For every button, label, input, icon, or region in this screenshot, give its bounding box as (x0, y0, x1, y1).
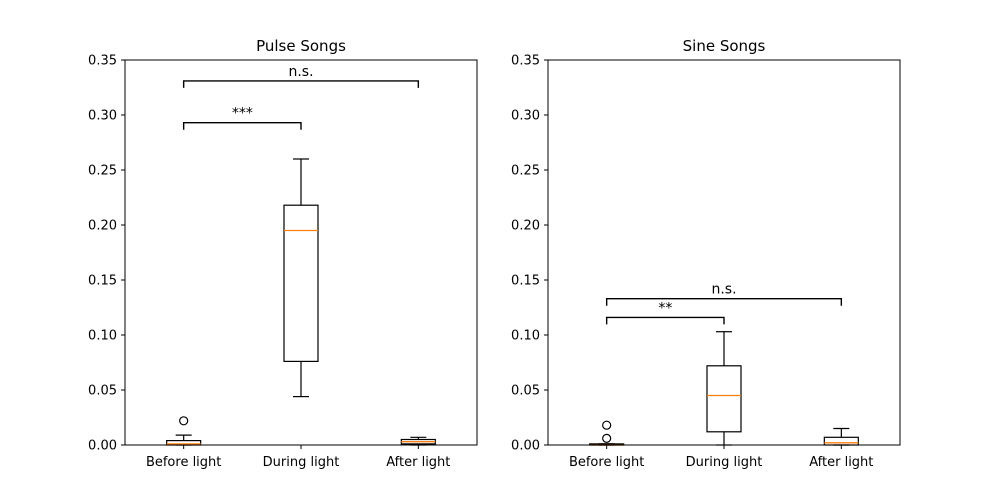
x-tick-label: During light (686, 455, 763, 470)
axes-frame (124, 59, 478, 446)
y-tick-label: 0.20 (511, 219, 540, 234)
y-tick-label: 0.15 (88, 274, 117, 289)
x-tick-label: After light (386, 455, 450, 470)
y-tick-label: 0.10 (511, 329, 540, 344)
y-tick-label: 0.05 (88, 384, 117, 399)
significance-label: n.s. (711, 282, 736, 298)
box-plot (706, 331, 742, 446)
box-iqr (283, 204, 319, 362)
outlier-point (179, 416, 189, 426)
y-tick-label: 0.30 (88, 109, 117, 124)
y-tick-label: 0.05 (511, 384, 540, 399)
y-tick-label: 0.30 (511, 109, 540, 124)
y-tick-label: 0.25 (88, 164, 117, 179)
significance-bracket (182, 122, 302, 130)
y-tick-label: 0.00 (88, 439, 117, 454)
significance-label: ** (658, 300, 672, 316)
significance-label: *** (232, 106, 253, 122)
box-iqr (706, 365, 742, 433)
box-plot (400, 436, 436, 446)
y-tick-label: 0.35 (511, 54, 540, 69)
x-tick-label: Before light (146, 455, 221, 470)
y-tick-label: 0.25 (511, 164, 540, 179)
box-plot (283, 158, 319, 398)
y-tick-label: 0.10 (88, 329, 117, 344)
y-tick-label: 0.35 (88, 54, 117, 69)
significance-bracket (605, 298, 843, 306)
significance-bracket (605, 316, 725, 325)
box-plot (823, 427, 859, 446)
pulse-songs-panel: Pulse Songs 0.00 0.05 0.10 0.15 0.20 0.25 0.30 0… (88, 37, 478, 470)
box-iqr (823, 436, 859, 446)
x-tick-label: During light (263, 455, 340, 470)
outlier-point (602, 420, 612, 430)
x-tick-label: After light (809, 455, 873, 470)
significance-bracket (182, 80, 420, 88)
axes-frame (547, 59, 901, 446)
box-plot (166, 416, 202, 446)
y-tick-label: 0.15 (511, 274, 540, 289)
chart-title: Sine Songs (683, 37, 766, 55)
box-plot (589, 420, 625, 446)
y-tick-label: 0.00 (511, 439, 540, 454)
chart-title: Pulse Songs (256, 37, 346, 55)
outlier-point (602, 433, 612, 443)
sine-songs-panel: Sine Songs 0.00 0.05 0.10 0.15 0.20 0.25 0.30 0.… (511, 37, 901, 470)
x-tick-label: Before light (569, 455, 644, 470)
significance-label: n.s. (288, 64, 313, 80)
y-tick-label: 0.20 (88, 219, 117, 234)
